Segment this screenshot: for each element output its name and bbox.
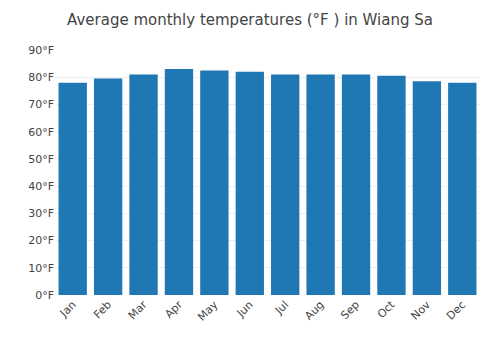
svg-text:80°F: 80°F — [28, 71, 54, 84]
svg-text:Feb: Feb — [91, 298, 114, 321]
svg-text:20°F: 20°F — [28, 234, 54, 247]
svg-text:60°F: 60°F — [28, 126, 54, 139]
svg-text:30°F: 30°F — [28, 207, 54, 220]
svg-text:Average monthly temperatures (: Average monthly temperatures (°F ) in Wi… — [67, 11, 433, 29]
svg-text:Apr: Apr — [162, 298, 185, 321]
svg-text:0°F: 0°F — [35, 289, 54, 302]
svg-text:50°F: 50°F — [28, 153, 54, 166]
svg-text:Jun: Jun — [234, 298, 256, 320]
svg-text:Aug: Aug — [302, 298, 326, 322]
svg-text:10°F: 10°F — [28, 262, 54, 275]
svg-text:40°F: 40°F — [28, 180, 54, 193]
svg-text:70°F: 70°F — [28, 98, 54, 111]
svg-text:90°F: 90°F — [28, 44, 54, 57]
svg-text:Oct: Oct — [375, 298, 398, 321]
svg-text:May: May — [195, 298, 221, 324]
svg-text:Nov: Nov — [409, 298, 434, 323]
svg-text:Jul: Jul — [272, 298, 291, 317]
svg-text:Mar: Mar — [126, 298, 150, 322]
svg-text:Sep: Sep — [338, 298, 362, 322]
svg-text:Jan: Jan — [57, 298, 79, 320]
svg-text:Dec: Dec — [444, 298, 468, 322]
